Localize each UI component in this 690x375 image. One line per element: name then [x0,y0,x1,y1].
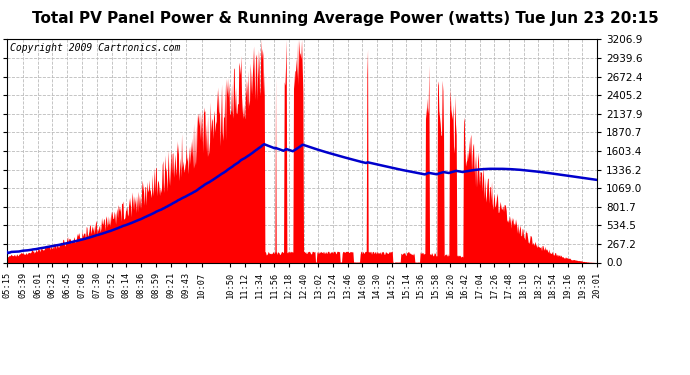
Text: Total PV Panel Power & Running Average Power (watts) Tue Jun 23 20:15: Total PV Panel Power & Running Average P… [32,11,658,26]
Text: Copyright 2009 Cartronics.com: Copyright 2009 Cartronics.com [10,43,180,53]
